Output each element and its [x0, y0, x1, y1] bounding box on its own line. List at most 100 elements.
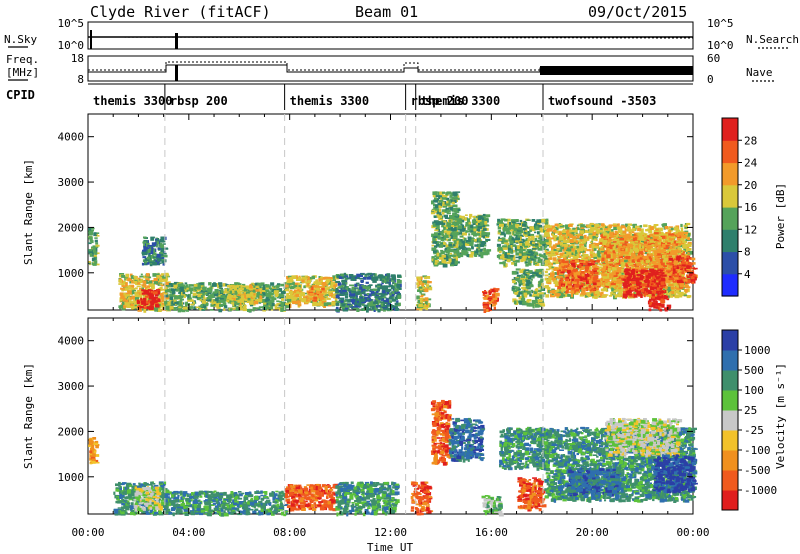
echo-cell — [125, 273, 130, 278]
echo-cell — [179, 286, 184, 290]
echo-cell — [130, 275, 135, 279]
echo-cell — [331, 282, 336, 285]
echo-cell — [319, 291, 322, 294]
echo-cell — [438, 205, 441, 208]
echo-cell — [286, 294, 291, 298]
echo-cell — [541, 235, 546, 238]
echo-cell — [461, 246, 467, 251]
echo-cell — [365, 299, 371, 302]
echo-cell — [92, 245, 98, 248]
echo-cell — [481, 235, 487, 238]
echo-cell — [280, 301, 285, 306]
echo-cell — [469, 254, 474, 258]
echo-cell — [566, 228, 571, 233]
echo-cell — [680, 243, 684, 245]
echo-cell — [239, 290, 245, 293]
echo-cell — [159, 252, 165, 254]
echo-cell — [685, 250, 689, 255]
echo-cell — [272, 297, 277, 301]
echo-cell — [324, 293, 329, 296]
echo-cell — [172, 299, 177, 304]
echo-cell — [199, 306, 203, 311]
echo-cell — [557, 253, 562, 255]
echo-cell — [485, 238, 491, 241]
echo-cell — [520, 221, 525, 225]
echo-cell — [551, 270, 554, 274]
echo-cell — [532, 252, 536, 255]
echo-cell — [196, 286, 201, 290]
echo-cell — [288, 290, 294, 294]
echo-cell — [263, 302, 267, 305]
echo-cell — [494, 296, 498, 301]
echo-cell — [547, 286, 551, 291]
echo-cell — [529, 226, 534, 230]
echo-cell — [514, 291, 518, 294]
echo-cell — [455, 234, 458, 237]
echo-cell — [306, 290, 311, 294]
echo-cell — [88, 236, 92, 240]
echo-cell — [244, 304, 247, 308]
echo-cell — [151, 245, 155, 248]
echo-cell — [284, 299, 289, 301]
echo-cell — [146, 306, 152, 310]
echo-cell — [239, 298, 245, 302]
echo-cell — [252, 283, 258, 288]
echo-cell — [683, 292, 687, 295]
echo-cell — [200, 285, 204, 288]
echo-cell — [167, 308, 171, 311]
echo-cell — [146, 242, 150, 247]
echo-cell — [419, 307, 423, 311]
echo-cell — [501, 254, 506, 257]
echo-cell — [451, 248, 456, 252]
echo-cell — [300, 292, 305, 297]
echo-cell — [469, 216, 472, 220]
echo-cell — [522, 255, 528, 258]
echo-cell — [420, 293, 426, 296]
echo-cell — [354, 302, 358, 305]
echo-cell — [428, 286, 433, 291]
echo-cell — [531, 241, 535, 246]
echo-cell — [257, 294, 260, 299]
echo-cell — [321, 287, 325, 291]
echo-cell — [248, 295, 251, 298]
echo-cell — [524, 246, 527, 250]
echo-cell — [531, 275, 535, 279]
echo-cell — [158, 262, 162, 264]
echo-cell — [248, 288, 253, 291]
echo-cell — [534, 254, 537, 258]
echo-cell — [543, 226, 547, 231]
echo-cell — [680, 237, 685, 240]
echo-cell — [456, 240, 460, 245]
echo-cell — [122, 298, 127, 302]
echo-cell — [420, 285, 425, 289]
echo-cell — [438, 199, 444, 203]
echo-cell — [529, 284, 534, 287]
echo-cell — [467, 241, 472, 244]
echo-cell — [631, 265, 634, 269]
echo-cell — [669, 280, 674, 283]
echo-cell — [455, 223, 460, 226]
echo-cell — [515, 277, 521, 281]
echo-cell — [454, 226, 457, 231]
echo-cell — [258, 294, 262, 298]
echo-cell — [418, 303, 423, 308]
echo-cell — [386, 303, 390, 307]
echo-cell — [578, 281, 583, 284]
nsky-spike-start — [90, 30, 92, 49]
echo-cell — [434, 208, 440, 212]
echo-cell — [132, 289, 136, 292]
echo-cell — [540, 302, 545, 306]
echo-cell — [223, 290, 228, 294]
echo-cell — [515, 287, 520, 292]
echo-cell — [441, 245, 446, 247]
echo-cell — [497, 218, 501, 222]
echo-cell — [347, 300, 351, 303]
echo-cell — [151, 298, 155, 302]
echo-cell — [486, 301, 491, 305]
echo-cell — [254, 307, 260, 309]
echo-cell — [425, 301, 428, 305]
echo-cell — [238, 296, 241, 299]
echo-cell — [438, 208, 442, 213]
echo-cell — [121, 303, 125, 308]
echo-cell — [527, 256, 531, 259]
